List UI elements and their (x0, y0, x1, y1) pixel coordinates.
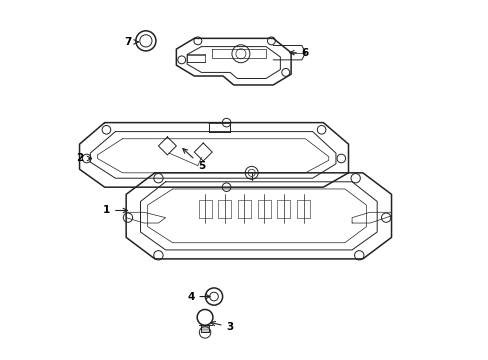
Text: 5: 5 (183, 149, 204, 171)
Text: 2: 2 (76, 153, 91, 163)
Text: 3: 3 (210, 321, 233, 332)
Text: 4: 4 (186, 292, 209, 302)
Text: 7: 7 (124, 37, 138, 47)
Text: 1: 1 (102, 206, 127, 216)
Text: 6: 6 (289, 48, 308, 58)
